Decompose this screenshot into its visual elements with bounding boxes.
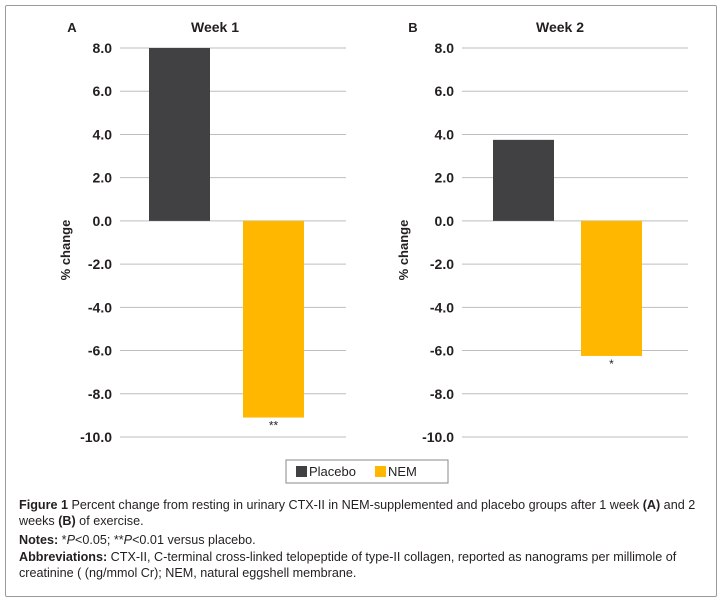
bar-placebo <box>149 48 210 221</box>
notes-text: <0.05; ** <box>75 533 124 547</box>
y-tick-label: 2.0 <box>435 170 455 186</box>
y-tick-label: -6.0 <box>88 343 112 359</box>
y-tick-label: 4.0 <box>93 126 113 142</box>
y-tick-label: 2.0 <box>93 170 113 186</box>
y-axis-label: % change <box>58 220 73 281</box>
notes-text: <0.01 versus placebo. <box>132 533 256 547</box>
bar-nem <box>581 221 642 356</box>
significance-marker: * <box>609 357 614 371</box>
figure-caption-text: of exercise. <box>76 514 144 528</box>
figure-chart-area: 8.0 6.0 4.0 2.0 0.0 -2.0 -4.0 -6.0 -8.0 -10.0 ** A W… <box>0 0 724 490</box>
figure-caption-panel-a: (A) <box>643 498 660 512</box>
legend-swatch-placebo <box>296 466 307 477</box>
y-tick-label: 8.0 <box>435 40 455 56</box>
y-tick-label: -8.0 <box>430 386 454 402</box>
y-tick-label: 0.0 <box>435 213 455 229</box>
notes-line: Notes: *P<0.05; **P<0.01 versus placebo. <box>19 532 709 548</box>
y-tick-label: -2.0 <box>88 256 112 272</box>
figure-label: Figure 1 <box>19 498 68 512</box>
abbreviations-text: CTX-II, C-terminal cross-linked telopept… <box>19 550 676 580</box>
y-tick-label: -6.0 <box>430 343 454 359</box>
chart-title: Week 2 <box>536 19 584 35</box>
abbreviations-label: Abbreviations: <box>19 550 107 564</box>
chart-title: Week 1 <box>191 19 239 35</box>
panel-label: A <box>67 20 77 35</box>
notes-p: P <box>124 533 132 547</box>
y-tick-label: -8.0 <box>88 386 112 402</box>
y-tick-label: 0.0 <box>93 213 113 229</box>
y-tick-label: -4.0 <box>430 299 454 315</box>
bar-placebo <box>493 140 554 221</box>
figure-caption-panel-b: (B) <box>58 514 75 528</box>
significance-marker: ** <box>269 419 279 433</box>
y-tick-label: 6.0 <box>93 83 113 99</box>
y-tick-label: -10.0 <box>80 429 112 445</box>
y-axis-label: % change <box>396 220 411 281</box>
notes-text: * <box>58 533 66 547</box>
y-tick-label: 8.0 <box>93 40 113 56</box>
figure-caption-text: Percent change from resting in urinary C… <box>68 498 643 512</box>
notes-p: P <box>67 533 75 547</box>
y-tick-label: 6.0 <box>435 83 455 99</box>
legend-label-placebo: Placebo <box>309 464 356 479</box>
y-tick-label: -2.0 <box>430 256 454 272</box>
y-tick-label: -4.0 <box>88 299 112 315</box>
abbreviations: Abbreviations: CTX-II, C-terminal cross-… <box>19 549 709 581</box>
legend-swatch-nem <box>375 466 386 477</box>
figure-caption: Figure 1 Percent change from resting in … <box>19 497 709 529</box>
notes-label: Notes: <box>19 533 58 547</box>
legend-label-nem: NEM <box>388 464 417 479</box>
y-tick-label: -10.0 <box>422 429 454 445</box>
y-tick-label: 4.0 <box>435 126 455 142</box>
panel-label: B <box>408 20 417 35</box>
bar-nem <box>243 221 304 418</box>
